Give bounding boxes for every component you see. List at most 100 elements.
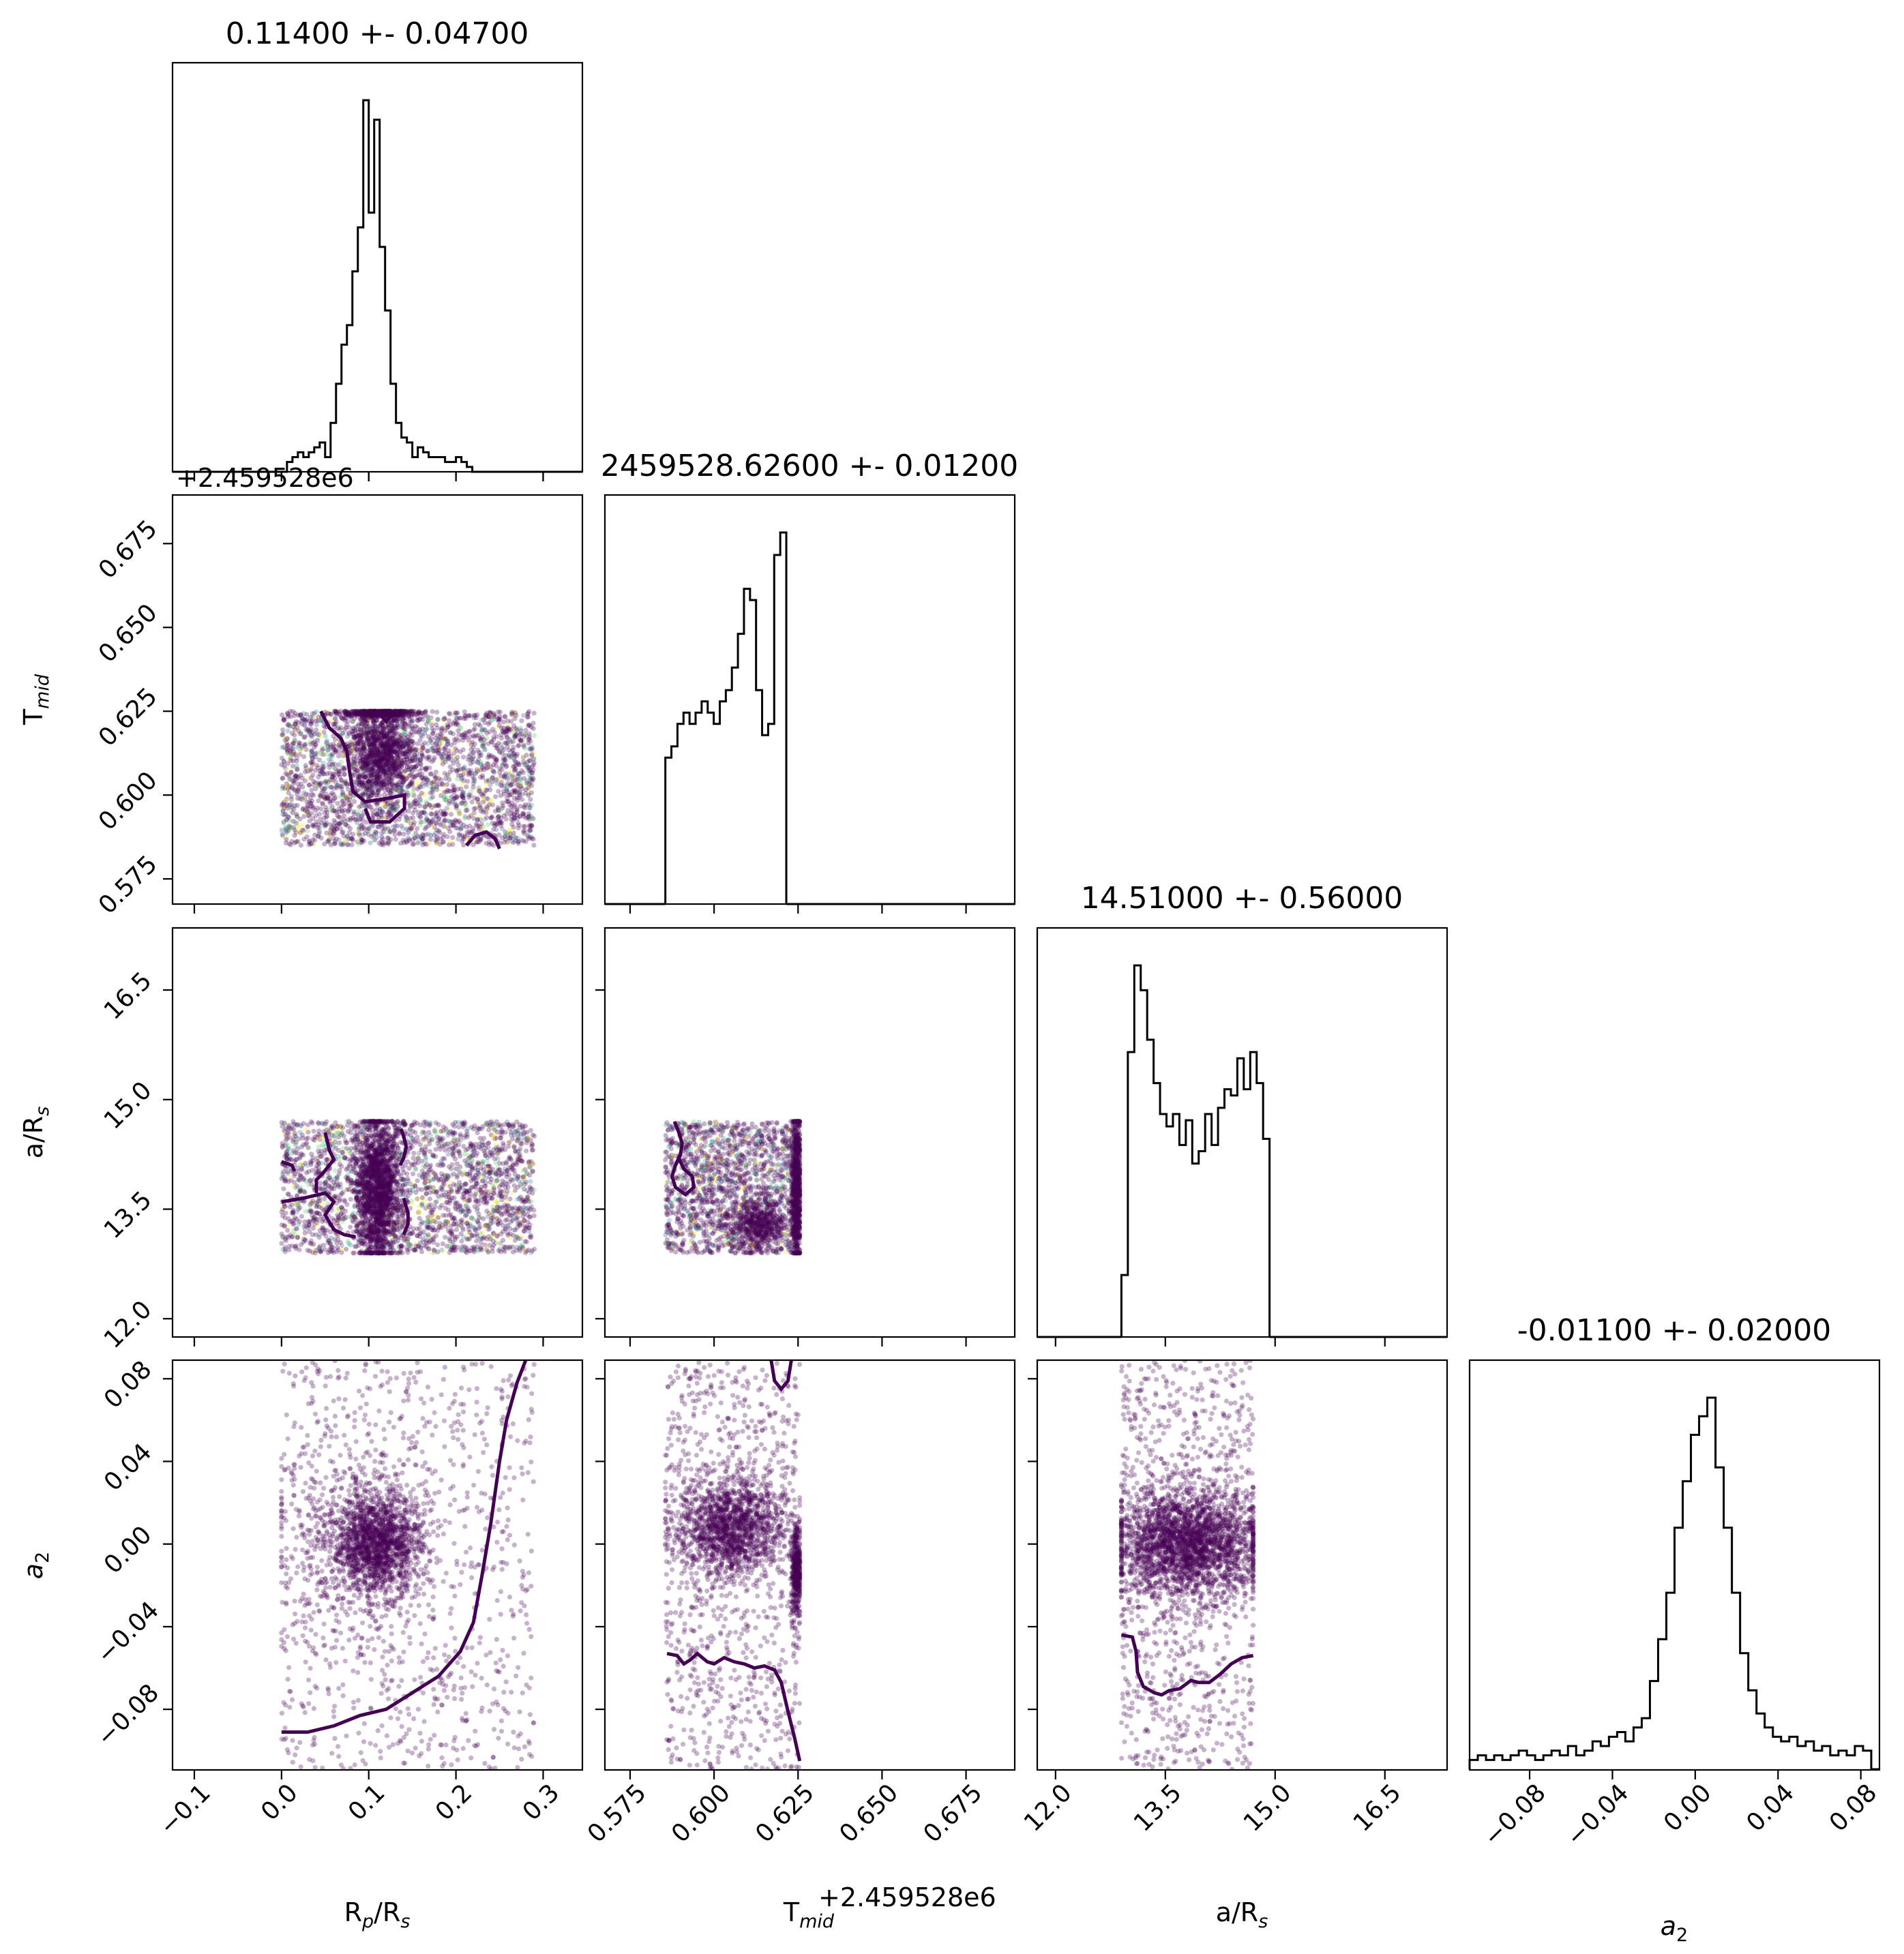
scatter-point [430, 759, 435, 764]
scatter-point [393, 714, 398, 719]
scatter-point [391, 828, 397, 834]
scatter-point [428, 747, 434, 752]
scatter-point [324, 815, 329, 820]
scatter-point [445, 818, 451, 824]
scatter-point [280, 832, 285, 837]
scatter-point [383, 741, 388, 747]
scatter-point [497, 777, 503, 782]
scatter-point [338, 826, 343, 832]
scatter-point [432, 837, 438, 843]
scatter-point [315, 735, 321, 740]
scatter-point [461, 790, 466, 795]
scatter-point [347, 712, 353, 718]
scatter-point [363, 820, 369, 825]
scatter-point [388, 837, 393, 842]
scatter-point [344, 834, 350, 839]
scatter-point [423, 727, 429, 732]
scatter-point [453, 720, 459, 725]
scatter-point [388, 745, 394, 750]
scatter-point [428, 805, 434, 810]
scatter-point [376, 758, 382, 764]
scatter-point [415, 834, 421, 839]
scatter-point [484, 804, 490, 809]
scatter-point [325, 747, 331, 753]
scatter-point [423, 767, 429, 772]
scatter-point [326, 762, 331, 767]
scatter-point [478, 792, 484, 797]
scatter-point [453, 803, 459, 809]
scatter-point [319, 790, 325, 795]
scatter-point [325, 839, 330, 844]
scatter-point [447, 839, 453, 844]
scatter-point [483, 712, 488, 717]
scatter-point [284, 784, 291, 790]
scatter-point [494, 757, 499, 762]
scatter-point [452, 787, 458, 793]
scatter-point [461, 778, 466, 783]
scatter-point [314, 727, 319, 733]
scatter-point [363, 762, 369, 767]
scatter-point [387, 839, 392, 845]
scatter-point [481, 727, 487, 732]
scatter-point [406, 747, 413, 752]
scatter-point [413, 798, 419, 803]
scatter-point [479, 792, 485, 797]
scatter-point [304, 834, 310, 840]
scatter-point [477, 837, 483, 843]
scatter-point [458, 772, 464, 778]
scatter-point [291, 779, 297, 784]
scatter-point [441, 819, 447, 824]
scatter-point [370, 772, 376, 778]
scatter-point [416, 839, 421, 844]
scatter-point [325, 738, 330, 743]
scatter-point [422, 826, 428, 832]
scatter-point [282, 785, 288, 791]
scatter-point [509, 712, 515, 717]
scatter-point [456, 773, 461, 779]
scatter-point [311, 792, 316, 798]
scatter-point [523, 787, 529, 792]
scatter-point [489, 740, 494, 745]
scatter-point [284, 817, 290, 822]
scatter-point [520, 738, 525, 744]
scatter-point [391, 717, 397, 722]
scatter-point [481, 717, 486, 722]
scatter-point [443, 823, 448, 828]
scatter-point [347, 742, 353, 748]
scatter-point [351, 736, 357, 741]
scatter-point [415, 741, 421, 747]
scatter-point [318, 768, 323, 774]
scatter-point [286, 818, 292, 824]
scatter-point [412, 753, 417, 758]
scatter-point [410, 719, 416, 724]
scatter-point [404, 749, 410, 754]
scatter-point [415, 718, 421, 723]
scatter-point [522, 776, 527, 781]
scatter-point [392, 749, 398, 754]
scatter-point [445, 722, 450, 727]
scatter-point [376, 789, 381, 794]
scatter-point [427, 765, 432, 770]
scatter-point [471, 810, 477, 815]
scatter-point [369, 714, 375, 719]
scatter-point [348, 714, 354, 719]
scatter-point [410, 782, 415, 787]
scatter-point [372, 736, 378, 742]
scatter-point [361, 720, 367, 725]
scatter-point [424, 726, 430, 732]
scatter-point [424, 782, 430, 787]
scatter-point [302, 769, 308, 775]
scatter-point [531, 757, 536, 762]
scatter-point [407, 758, 413, 764]
scatter-point [450, 835, 456, 840]
scatter-point [477, 753, 482, 758]
scatter-point [526, 736, 532, 741]
scatter-point [387, 768, 393, 773]
scatter-point [443, 1235, 448, 1240]
scatter-point [488, 753, 494, 758]
scatter-point [406, 773, 411, 779]
scatter-point [434, 779, 439, 785]
scatter-point [309, 719, 314, 724]
scatter-point [491, 734, 496, 740]
scatter-point [490, 754, 496, 760]
